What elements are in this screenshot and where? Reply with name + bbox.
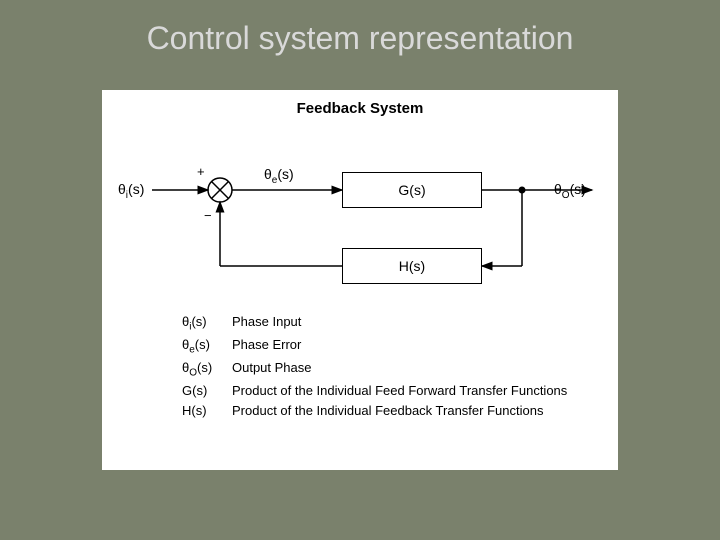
signal-output-label: θO(s) xyxy=(554,181,586,201)
legend-symbol: θe(s) xyxy=(182,335,232,358)
legend-row: H(s)Product of the Individual Feedback T… xyxy=(182,401,582,421)
block-G-label: G(s) xyxy=(398,182,425,198)
summing-plus-label: + xyxy=(197,164,205,179)
block-G: G(s) xyxy=(342,172,482,208)
signal-input-label: θi(s) xyxy=(118,181,144,201)
legend-row: θO(s)Output Phase xyxy=(182,358,582,381)
legend-desc: Phase Input xyxy=(232,312,582,335)
legend-desc: Output Phase xyxy=(232,358,582,381)
figure-title: Feedback System xyxy=(102,100,618,117)
legend-symbol: θi(s) xyxy=(182,312,232,335)
block-H-label: H(s) xyxy=(399,258,425,274)
slide-title: Control system representation xyxy=(0,20,720,57)
legend-desc: Product of the Individual Feed Forward T… xyxy=(232,381,582,401)
figure-panel: Feedback System G(s) H(s) θi(s) θe(s) θO… xyxy=(102,90,618,470)
legend-desc: Product of the Individual Feedback Trans… xyxy=(232,401,582,421)
legend-row: θe(s)Phase Error xyxy=(182,335,582,358)
legend-symbol: θO(s) xyxy=(182,358,232,381)
summing-minus-label: − xyxy=(204,208,212,223)
legend-symbol: G(s) xyxy=(182,381,232,401)
legend-desc: Phase Error xyxy=(232,335,582,358)
block-diagram: G(s) H(s) θi(s) θe(s) θO(s) + − xyxy=(102,130,618,310)
signal-error-label: θe(s) xyxy=(264,166,294,186)
block-H: H(s) xyxy=(342,248,482,284)
legend-symbol: H(s) xyxy=(182,401,232,421)
legend-row: G(s)Product of the Individual Feed Forwa… xyxy=(182,381,582,401)
legend: θi(s)Phase Inputθe(s)Phase ErrorθO(s)Out… xyxy=(182,312,582,422)
legend-row: θi(s)Phase Input xyxy=(182,312,582,335)
